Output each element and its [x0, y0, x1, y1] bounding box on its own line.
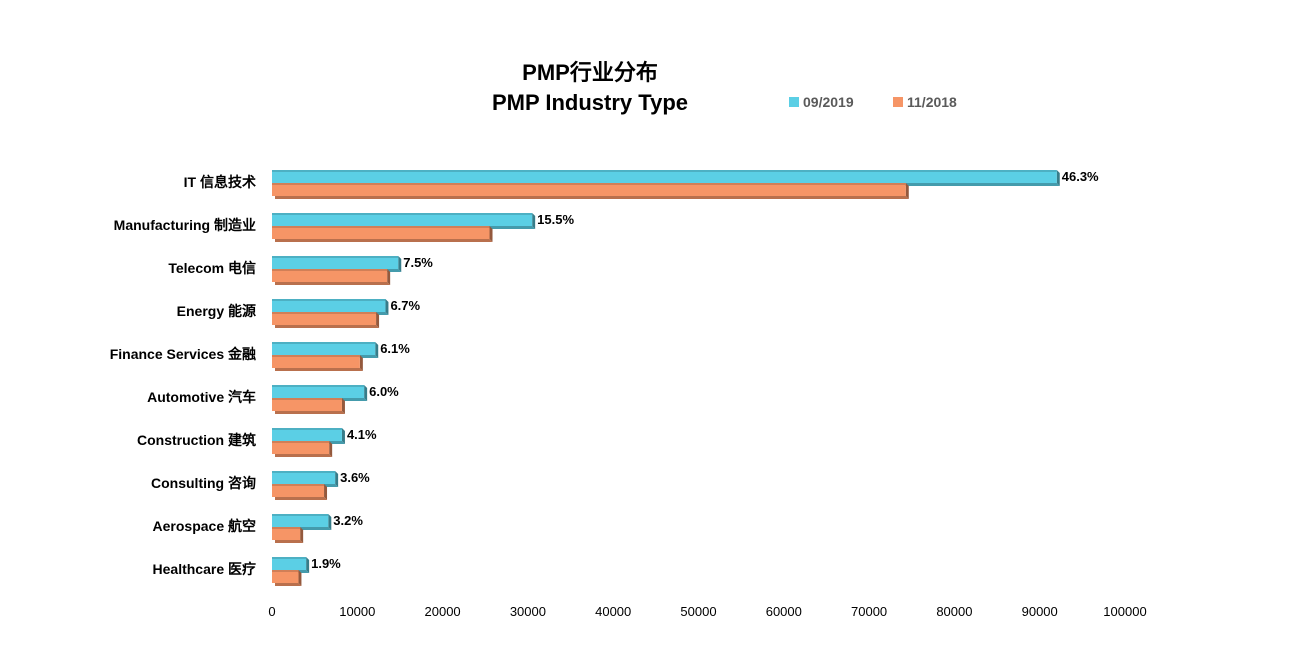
x-tick-label: 30000: [510, 604, 546, 619]
chart-title: PMP行业分布: [522, 60, 658, 85]
x-axis-ticks: 0 10000 20000 30000 40000 50000 60000 70000 8000…: [268, 604, 1146, 619]
bar-s2018: [272, 183, 909, 199]
legend-swatch-2018: [893, 97, 903, 107]
value-label: 3.2%: [333, 513, 363, 528]
bar-s2018: [272, 441, 333, 457]
bar-s2018: [272, 527, 304, 543]
category-label: Telecom 电信: [168, 260, 256, 276]
bars: [272, 170, 1060, 586]
legend: 09/2019 11/2018: [789, 94, 957, 110]
chart-subtitle: PMP Industry Type: [492, 90, 688, 115]
value-label: 6.7%: [390, 298, 420, 313]
value-label: 1.9%: [311, 556, 341, 571]
x-tick-label: 20000: [425, 604, 461, 619]
legend-label-2018: 11/2018: [907, 94, 957, 110]
x-tick-label: 0: [268, 604, 275, 619]
category-label: Automotive 汽车: [147, 389, 256, 405]
legend-swatch-2019: [789, 97, 799, 107]
x-tick-label: 50000: [680, 604, 716, 619]
x-tick-label: 90000: [1022, 604, 1058, 619]
category-label: Energy 能源: [177, 303, 256, 319]
bar-s2018: [272, 226, 493, 242]
category-label: Finance Services 金融: [110, 346, 256, 362]
value-label: 46.3%: [1062, 169, 1099, 184]
category-label: Aerospace 航空: [153, 518, 256, 534]
category-label: IT 信息技术: [184, 174, 256, 190]
x-tick-label: 60000: [766, 604, 802, 619]
value-label: 4.1%: [347, 427, 377, 442]
value-label: 15.5%: [537, 212, 574, 227]
bar-s2018: [272, 269, 391, 285]
bar-s2018: [272, 312, 380, 328]
category-label: Healthcare 医疗: [153, 561, 256, 577]
value-labels: 46.3% 15.5% 7.5% 6.7% 6.1% 6.0% 4.1% 3.6% 3.2% 1.…: [311, 169, 1099, 571]
bar-s2018: [272, 398, 345, 414]
x-tick-label: 80000: [936, 604, 972, 619]
x-tick-label: 10000: [339, 604, 375, 619]
x-tick-label: 40000: [595, 604, 631, 619]
x-tick-label: 100000: [1103, 604, 1146, 619]
value-label: 7.5%: [403, 255, 433, 270]
bar-s2018: [272, 484, 328, 500]
value-label: 6.1%: [380, 341, 410, 356]
value-label: 6.0%: [369, 384, 399, 399]
legend-label-2019: 09/2019: [803, 94, 854, 110]
category-label: Consulting 咨询: [151, 475, 256, 491]
value-label: 3.6%: [340, 470, 370, 485]
category-labels: IT 信息技术 Manufacturing 制造业 Telecom 电信 Energy…: [110, 174, 256, 577]
bar-s2018: [272, 355, 363, 371]
category-label: Manufacturing 制造业: [114, 217, 256, 233]
category-label: Construction 建筑: [137, 432, 256, 448]
bar-s2018: [272, 570, 302, 586]
x-tick-label: 70000: [851, 604, 887, 619]
